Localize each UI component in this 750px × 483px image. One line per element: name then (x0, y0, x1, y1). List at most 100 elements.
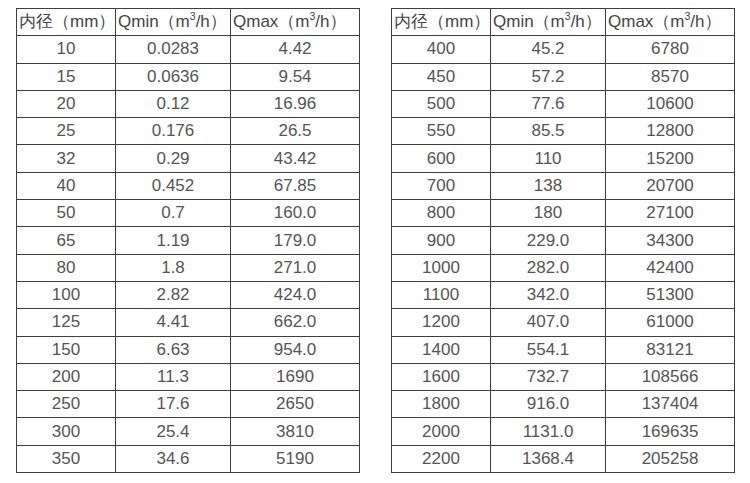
table-cell: 342.0 (491, 281, 606, 308)
header-qmax: Qmax（m3/h） (606, 9, 735, 36)
table-row: 60011015200 (392, 145, 735, 172)
table-cell: 229.0 (491, 227, 606, 254)
table-row: 651.19179.0 (17, 227, 360, 254)
table-cell: 42400 (606, 254, 735, 281)
table-cell: 51300 (606, 281, 735, 308)
table-cell: 1600 (392, 363, 491, 390)
table-cell: 65 (17, 227, 116, 254)
table-cell: 34.6 (116, 445, 231, 472)
table-row: 250.17626.5 (17, 118, 360, 145)
table-cell: 271.0 (231, 254, 360, 281)
table-cell: 500 (392, 90, 491, 117)
table-cell: 12800 (606, 118, 735, 145)
table-cell: 180 (491, 200, 606, 227)
header-row: 内径（mm） Qmin（m3/h） Qmax（m3/h） (17, 9, 360, 36)
table-cell: 600 (392, 145, 491, 172)
table-cell: 10600 (606, 90, 735, 117)
table-cell: 205258 (606, 445, 735, 472)
table-cell: 407.0 (491, 309, 606, 336)
table-row: 1000282.042400 (392, 254, 735, 281)
table-cell: 57.2 (491, 63, 606, 90)
table-cell: 40 (17, 172, 116, 199)
table-cell: 20700 (606, 172, 735, 199)
table-cell: 1690 (231, 363, 360, 390)
table-row: 22001368.4205258 (392, 445, 735, 472)
table-cell: 4.41 (116, 309, 231, 336)
table-cell: 25 (17, 118, 116, 145)
table-cell: 110 (491, 145, 606, 172)
table-cell: 137404 (606, 391, 735, 418)
table-row: 1600732.7108566 (392, 363, 735, 390)
table-cell: 200 (17, 363, 116, 390)
header-inner-diameter: 内径（mm） (17, 9, 116, 36)
table-cell: 450 (392, 63, 491, 90)
table-cell: 108566 (606, 363, 735, 390)
table-cell: 1800 (392, 391, 491, 418)
table-cell: 45.2 (491, 36, 606, 63)
table-row: 1100342.051300 (392, 281, 735, 308)
table-row: 100.02834.42 (17, 36, 360, 63)
table-cell: 0.452 (116, 172, 231, 199)
table-cell: 916.0 (491, 391, 606, 418)
table-row: 70013820700 (392, 172, 735, 199)
table-cell: 169635 (606, 418, 735, 445)
table-cell: 954.0 (231, 336, 360, 363)
table-cell: 43.42 (231, 145, 360, 172)
table-cell: 1200 (392, 309, 491, 336)
table-cell: 300 (17, 418, 116, 445)
table-row: 30025.43810 (17, 418, 360, 445)
table-row: 801.8271.0 (17, 254, 360, 281)
table-cell: 662.0 (231, 309, 360, 336)
table-cell: 67.85 (231, 172, 360, 199)
table-row: 320.2943.42 (17, 145, 360, 172)
header-row: 内径（mm） Qmin（m3/h） Qmax（m3/h） (392, 9, 735, 36)
table-row: 50077.610600 (392, 90, 735, 117)
table-row: 1002.82424.0 (17, 281, 360, 308)
header-inner-diameter: 内径（mm） (392, 9, 491, 36)
table-row: 1800916.0137404 (392, 391, 735, 418)
table-cell: 1400 (392, 336, 491, 363)
table-cell: 10 (17, 36, 116, 63)
table-cell: 1.8 (116, 254, 231, 281)
header-qmin: Qmin（m3/h） (491, 9, 606, 36)
table-cell: 77.6 (491, 90, 606, 117)
table-cell: 150 (17, 336, 116, 363)
table-row: 1400554.183121 (392, 336, 735, 363)
table-row: 20001131.0169635 (392, 418, 735, 445)
table-cell: 1000 (392, 254, 491, 281)
table-cell: 20 (17, 90, 116, 117)
table-cell: 26.5 (231, 118, 360, 145)
table-cell: 80 (17, 254, 116, 281)
table-cell: 424.0 (231, 281, 360, 308)
table-cell: 100 (17, 281, 116, 308)
table-row: 20011.31690 (17, 363, 360, 390)
table-cell: 6780 (606, 36, 735, 63)
table-cell: 83121 (606, 336, 735, 363)
table-body: 40045.2678045057.2857050077.61060055085.… (392, 36, 735, 473)
table-cell: 700 (392, 172, 491, 199)
table-cell: 34300 (606, 227, 735, 254)
table-cell: 732.7 (491, 363, 606, 390)
table-row: 55085.512800 (392, 118, 735, 145)
table-row: 900229.034300 (392, 227, 735, 254)
table-cell: 179.0 (231, 227, 360, 254)
table-cell: 250 (17, 391, 116, 418)
table-cell: 2.82 (116, 281, 231, 308)
table-row: 150.06369.54 (17, 63, 360, 90)
table-cell: 5190 (231, 445, 360, 472)
table-cell: 8570 (606, 63, 735, 90)
table-cell: 138 (491, 172, 606, 199)
table-cell: 0.7 (116, 200, 231, 227)
table-row: 1506.63954.0 (17, 336, 360, 363)
table-cell: 27100 (606, 200, 735, 227)
table-cell: 6.63 (116, 336, 231, 363)
table-cell: 0.0636 (116, 63, 231, 90)
header-qmin: Qmin（m3/h） (116, 9, 231, 36)
table-cell: 0.29 (116, 145, 231, 172)
flow-table-large-diameters: 内径（mm） Qmin（m3/h） Qmax（m3/h） 40045.26780… (391, 8, 735, 473)
table-cell: 85.5 (491, 118, 606, 145)
table-row: 40045.26780 (392, 36, 735, 63)
table-row: 35034.65190 (17, 445, 360, 472)
table-cell: 282.0 (491, 254, 606, 281)
table-cell: 400 (392, 36, 491, 63)
